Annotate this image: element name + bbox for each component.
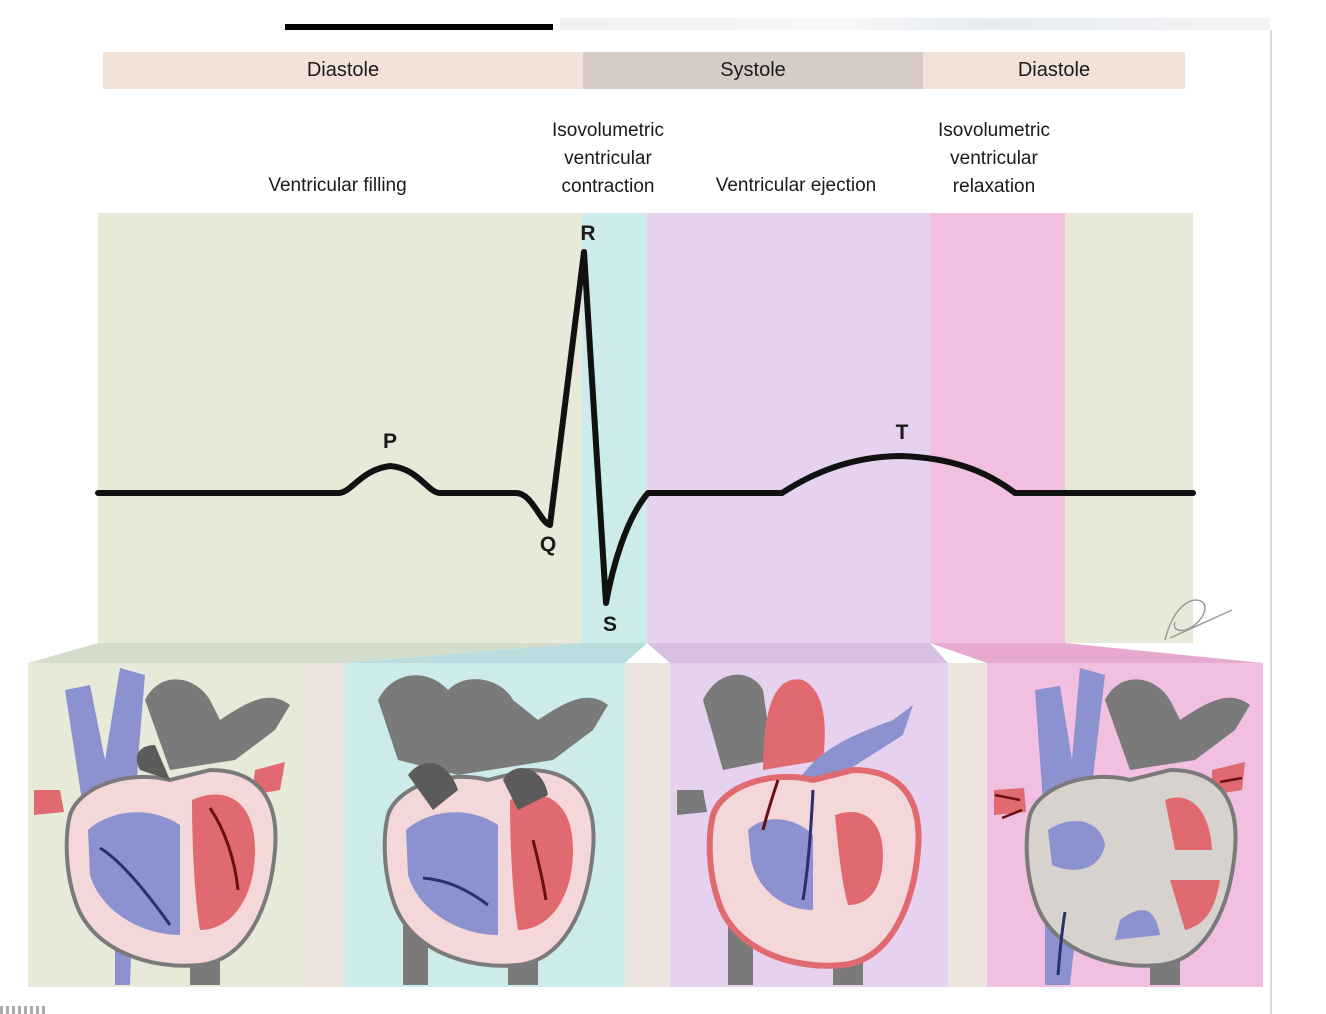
connector-ejection	[647, 643, 948, 663]
stage-label-isovolumetric-relaxation: Isovolumetric ventricular relaxation	[938, 120, 1050, 197]
panel-divider	[948, 663, 987, 987]
connector-contraction	[345, 643, 647, 663]
wave-label-r: R	[580, 222, 595, 245]
band-ventricular-ejection	[647, 213, 930, 643]
stage-label-ventricular-filling: Ventricular filling	[268, 175, 407, 196]
wave-label-p: P	[383, 430, 397, 453]
heart-filling-illustration	[34, 668, 290, 985]
phase-systole: Systole	[583, 52, 923, 89]
band-isovolumetric-relaxation	[930, 213, 1065, 643]
panel-divider	[300, 663, 345, 987]
phase-label: Diastole	[306, 59, 380, 81]
stage-label-ventricular-ejection: Ventricular ejection	[715, 175, 877, 196]
heart-relaxation-illustration	[994, 668, 1250, 985]
ecg-trace	[95, 249, 1196, 606]
heart-contraction-illustration	[378, 675, 608, 985]
signature-mark	[1164, 599, 1233, 641]
panel-divider	[625, 663, 670, 987]
wave-label-t: T	[896, 421, 909, 444]
page-edge-rule	[1270, 30, 1272, 1014]
wave-label-s: S	[603, 613, 617, 636]
wave-label-q: Q	[540, 533, 556, 556]
top-border-bar	[285, 24, 553, 30]
phase-label: Systole	[720, 59, 786, 81]
cropped-footer-text	[0, 1006, 46, 1014]
heart-ejection-illustration	[677, 674, 922, 985]
connector-relaxation	[930, 643, 1263, 663]
phase-diastole-right: Diastole	[923, 52, 1185, 89]
phase-label: Diastole	[1017, 59, 1091, 81]
stage-label-isovolumetric-contraction: Isovolumetric ventricular contraction	[552, 120, 664, 197]
band-isovolumetric-contraction	[582, 213, 647, 643]
phase-diastole-left: Diastole	[103, 52, 583, 89]
connector-filling	[28, 643, 582, 663]
cropped-toolbar-strip	[560, 18, 1270, 30]
